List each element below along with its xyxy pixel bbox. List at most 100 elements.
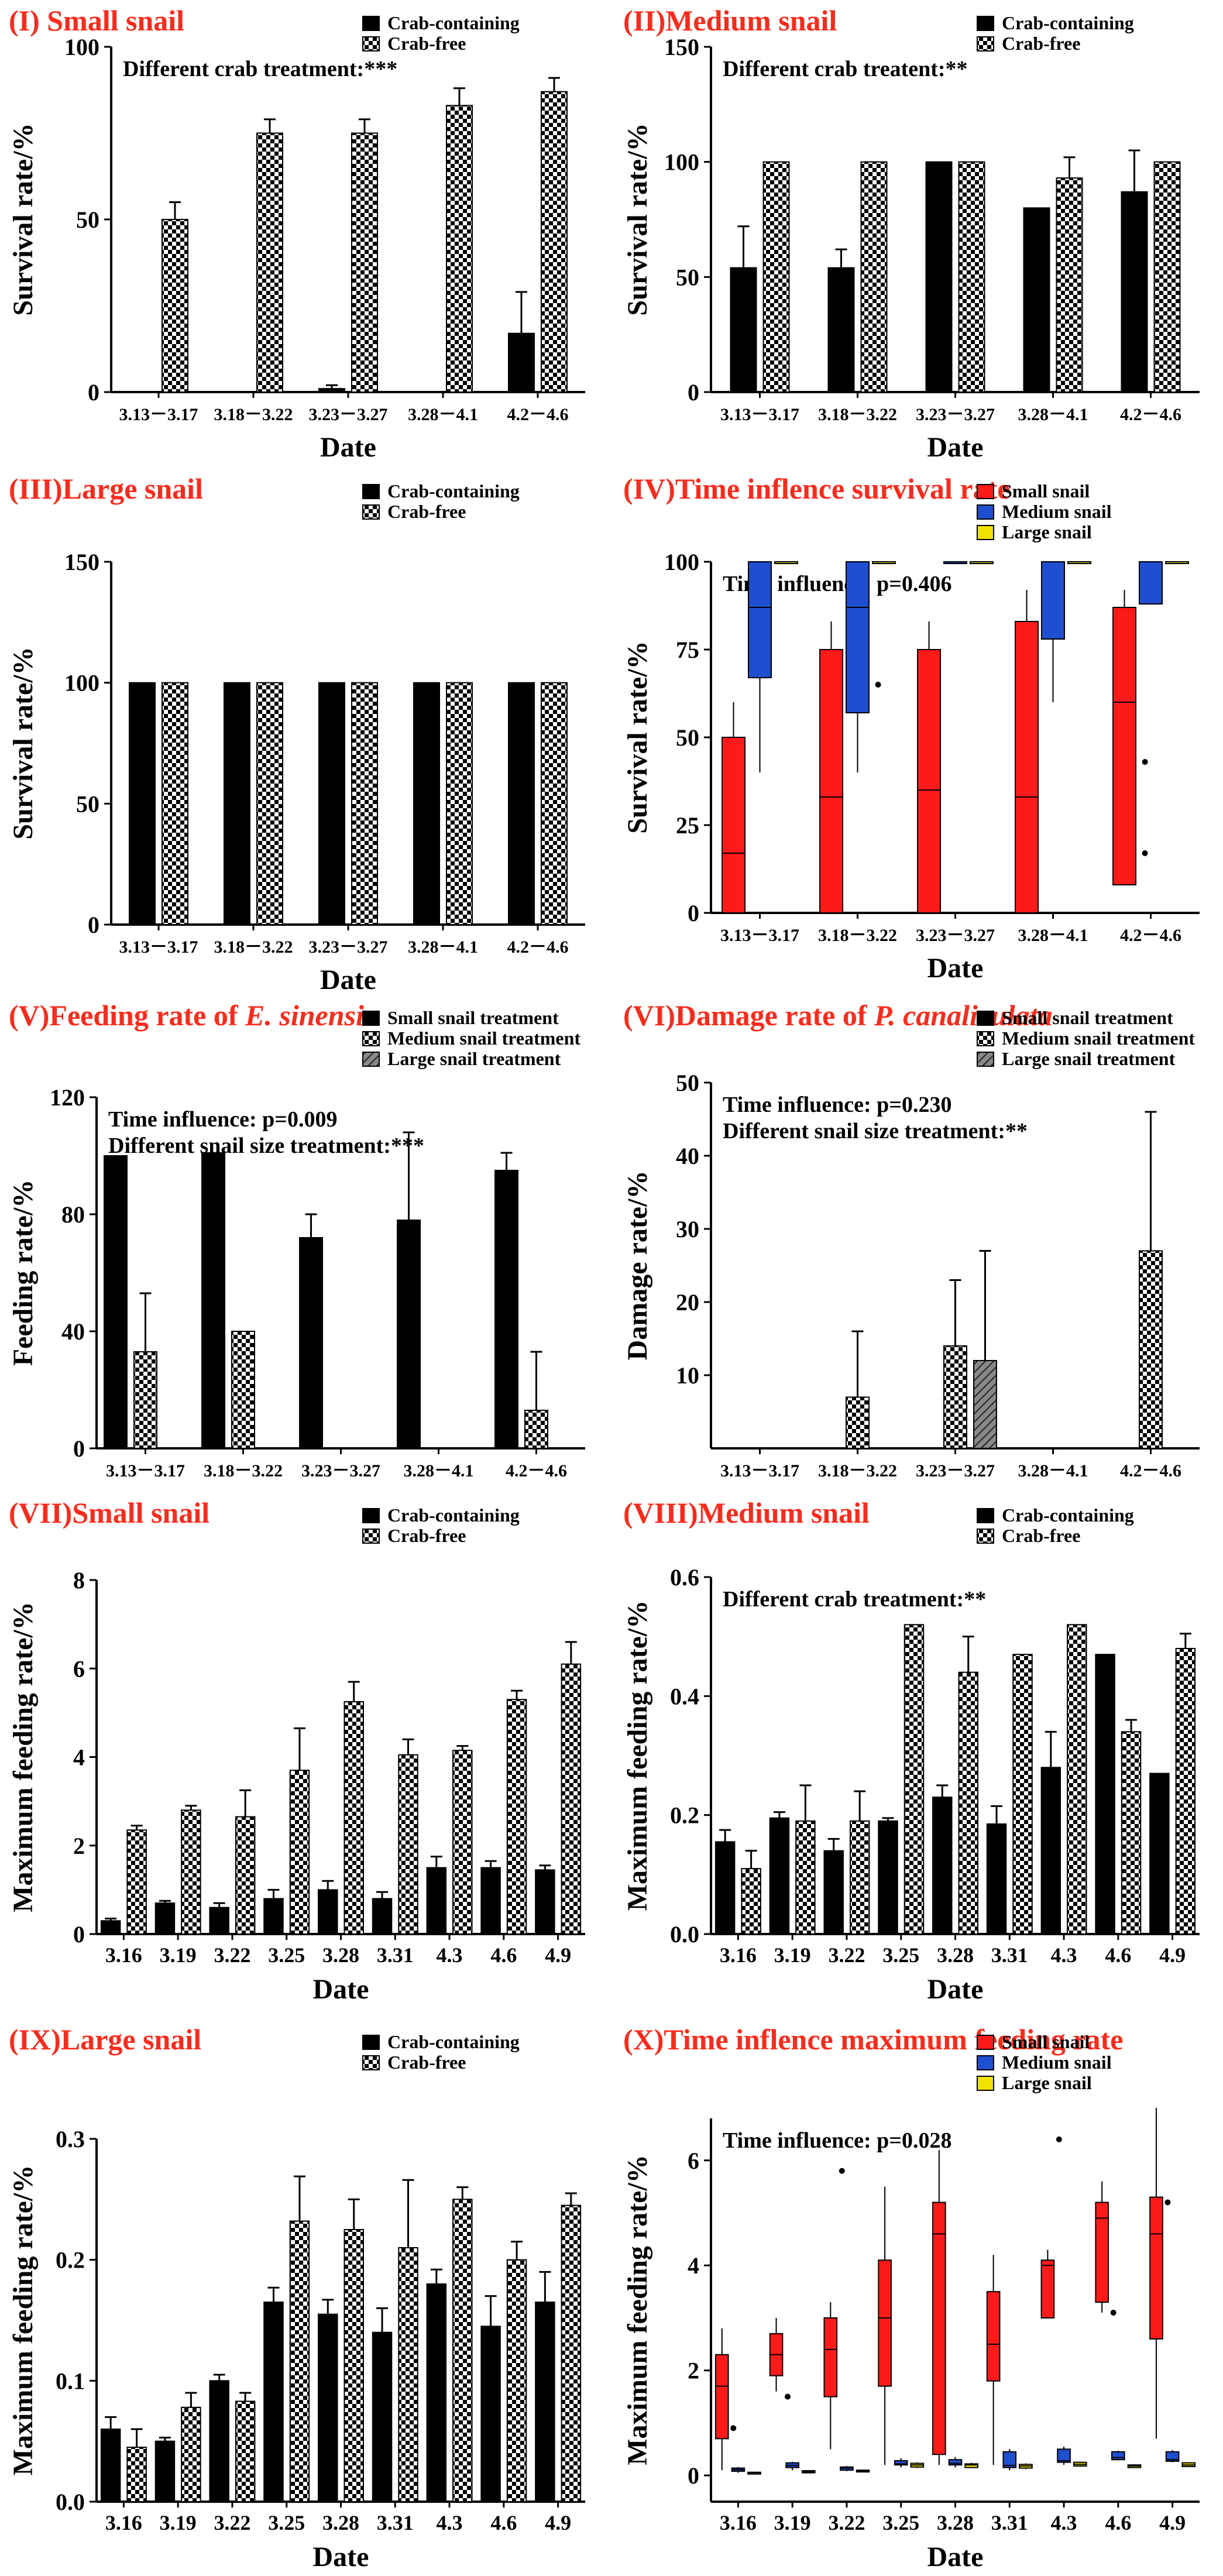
box-iqr (722, 737, 746, 913)
x-tick-label: 4.2－4.6 (1120, 1461, 1181, 1481)
bar-solid (426, 2283, 447, 2502)
x-tick-label: 3.31 (991, 1943, 1028, 1967)
x-tick-label: 3.19 (774, 1943, 811, 1967)
x-tick-label: 3.13－3.17 (720, 1461, 799, 1481)
legend-swatch (362, 2055, 380, 2070)
legend-swatch (977, 1508, 994, 1523)
x-tick-label: 3.16 (105, 1943, 142, 1967)
legend-label: Large snail treatment (1002, 1048, 1176, 1069)
bar-check (162, 219, 188, 393)
x-tick-label: 3.13－3.17 (119, 405, 198, 424)
y-tick-label: 0.1 (56, 2368, 85, 2394)
chart-svg: (VIII)Medium snail 0.0 0.2 0.4 0.6 Maximum fe… (622, 1496, 1200, 2005)
legend-label: Crab-free (387, 1525, 466, 1546)
chart-title: (VII)Small snail (9, 1496, 209, 1529)
y-tick-label: 0 (688, 2462, 699, 2489)
bar-solid (925, 161, 953, 393)
box-iqr (1112, 607, 1137, 885)
x-tick-label: 3.31 (377, 1943, 414, 1967)
legend-swatch (977, 1031, 994, 1046)
x-tick-label: 4.9 (545, 1943, 571, 1967)
y-tick-label: 0.0 (670, 1921, 699, 1948)
chart-title: (VIII)Medium snail (623, 1496, 870, 1529)
bar-check (958, 161, 985, 393)
bar-check (849, 1820, 870, 1935)
bar-check (1121, 1731, 1142, 1935)
bar-solid (154, 2440, 176, 2503)
bar-solid (1121, 191, 1148, 393)
stat-annotation-2: Different snail size treatment:** (723, 1119, 1028, 1143)
chart-svg: (II)Medium snail 0 50 100 150 Survival rate/%… (622, 4, 1200, 463)
legend-swatch (362, 1508, 380, 1523)
y-axis-title: Maximum feeding rate/% (8, 2165, 39, 2476)
x-tick-label: 3.31 (377, 2511, 414, 2534)
legend-swatch (977, 2076, 994, 2091)
chart-panel-p10: (X)Time inflence maximum feeding rate 0 2 4… (614, 2019, 1223, 2573)
chart-title: (X)Time inflence maximum feeding rate (623, 2023, 1123, 2056)
x-tick-label: 3.16 (720, 1943, 757, 1967)
bar-check (162, 682, 188, 925)
y-tick-label: 2 (73, 1833, 85, 1859)
box-outlier (1110, 2309, 1116, 2316)
y-tick-label: 4 (688, 2252, 699, 2279)
bar-check (256, 132, 283, 393)
x-tick-label: 3.28－4.1 (1018, 405, 1088, 424)
x-axis-title: Date (320, 964, 376, 995)
stat-annotation: Different crab treatment:** (723, 1587, 986, 1612)
x-tick-label: 3.25 (882, 1943, 919, 1967)
x-axis-title: Date (313, 1974, 369, 2005)
x-tick-label: 3.23－3.27 (309, 405, 388, 424)
y-tick-label: 30 (676, 1216, 699, 1242)
x-tick-label: 3.18－3.22 (214, 937, 293, 957)
chart-title-italic: E. sinensis (245, 999, 375, 1032)
y-tick-label: 2 (688, 2358, 699, 2384)
bar-solid (480, 1867, 501, 1935)
legend-swatch (977, 484, 994, 499)
bar-solid (100, 1920, 121, 1935)
x-axis-title: Date (927, 1488, 984, 1492)
x-tick-label: 3.22 (214, 2511, 250, 2534)
bar-check (343, 1701, 364, 1935)
bar-check (1012, 1654, 1033, 1935)
bar-solid (1023, 207, 1050, 393)
x-tick-label: 3.13－3.17 (720, 405, 799, 424)
bar-check (235, 2400, 256, 2503)
bar-check (446, 682, 473, 925)
bar-check (398, 1754, 418, 1935)
y-axis-title: Survival rate/% (622, 641, 653, 833)
y-tick-label: 50 (76, 207, 99, 233)
box-iqr (1040, 2259, 1055, 2319)
box-outlier (1142, 759, 1148, 765)
bar-solid (535, 1869, 555, 1935)
bar-check (860, 161, 888, 393)
x-tick-label: 4.9 (545, 2511, 571, 2534)
box-outlier (1164, 2199, 1171, 2206)
chart-title: (II)Medium snail (623, 4, 837, 37)
y-tick-label: 80 (61, 1201, 85, 1228)
legend-label: Medium snail (1002, 2052, 1112, 2073)
x-tick-label: 4.6 (490, 2511, 517, 2534)
bar-check (524, 1410, 548, 1449)
bar-solid (535, 2302, 555, 2502)
x-tick-label: 3.19 (774, 2511, 811, 2534)
x-axis-title: Date (313, 1488, 369, 1492)
bar-solid (209, 2380, 229, 2502)
x-tick-label: 3.28－4.1 (1018, 926, 1088, 945)
box-iqr (986, 2291, 1001, 2382)
y-tick-label: 0.2 (670, 1802, 699, 1829)
bar-check (561, 1663, 582, 1935)
bar-check (795, 1820, 816, 1935)
legend-label: Small snail treatment (387, 1007, 559, 1028)
x-tick-label: 3.16 (105, 2511, 142, 2534)
bar-check (1056, 177, 1083, 393)
x-tick-label: 4.2－4.6 (1120, 405, 1181, 424)
y-axis-title: Maximum feeding rate/% (8, 1602, 39, 1912)
chart-panel-p9: (IX)Large snail 0.0 0.1 0.2 0.3 Maximum feedi… (0, 2019, 609, 2573)
bar-check (943, 1345, 967, 1449)
chart-svg: (III)Large snail 0 50 100 150 Survival rate/%… (8, 472, 585, 995)
x-tick-label: 3.18－3.22 (818, 1461, 897, 1481)
legend-label: Crab-containing (387, 12, 520, 33)
bar-solid (769, 1817, 790, 1935)
bar-solid (299, 1237, 324, 1449)
bar-check (343, 2229, 364, 2502)
